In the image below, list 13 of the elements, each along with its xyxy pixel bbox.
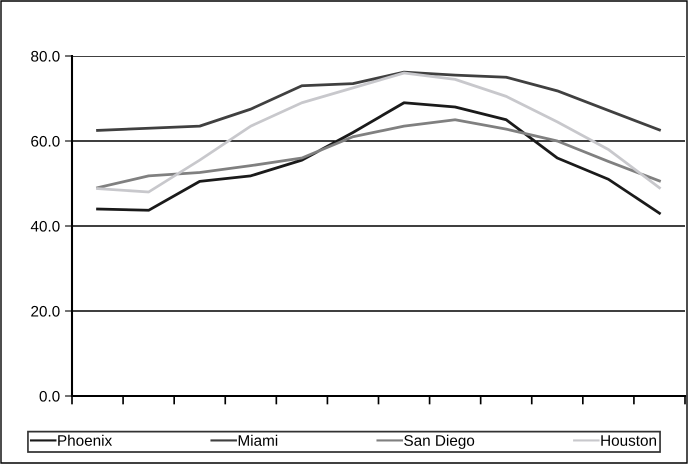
y-tick-label: 0.0	[40, 390, 60, 402]
y-tick-label: 40.0	[30, 220, 60, 232]
y-tick-label: 60.0	[31, 136, 60, 147]
line-series	[96, 118, 661, 190]
legend-label: San Diego	[404, 434, 474, 449]
line-series	[96, 101, 661, 215]
y-tick-label: 20.0	[31, 306, 60, 317]
line-series	[96, 70, 661, 132]
legend-label: Miami	[238, 434, 278, 446]
legend-label: Phoenix	[58, 434, 112, 446]
legend-label: Houston	[601, 435, 656, 446]
y-tick-label: 80.0	[31, 50, 60, 62]
line-series	[96, 72, 661, 194]
